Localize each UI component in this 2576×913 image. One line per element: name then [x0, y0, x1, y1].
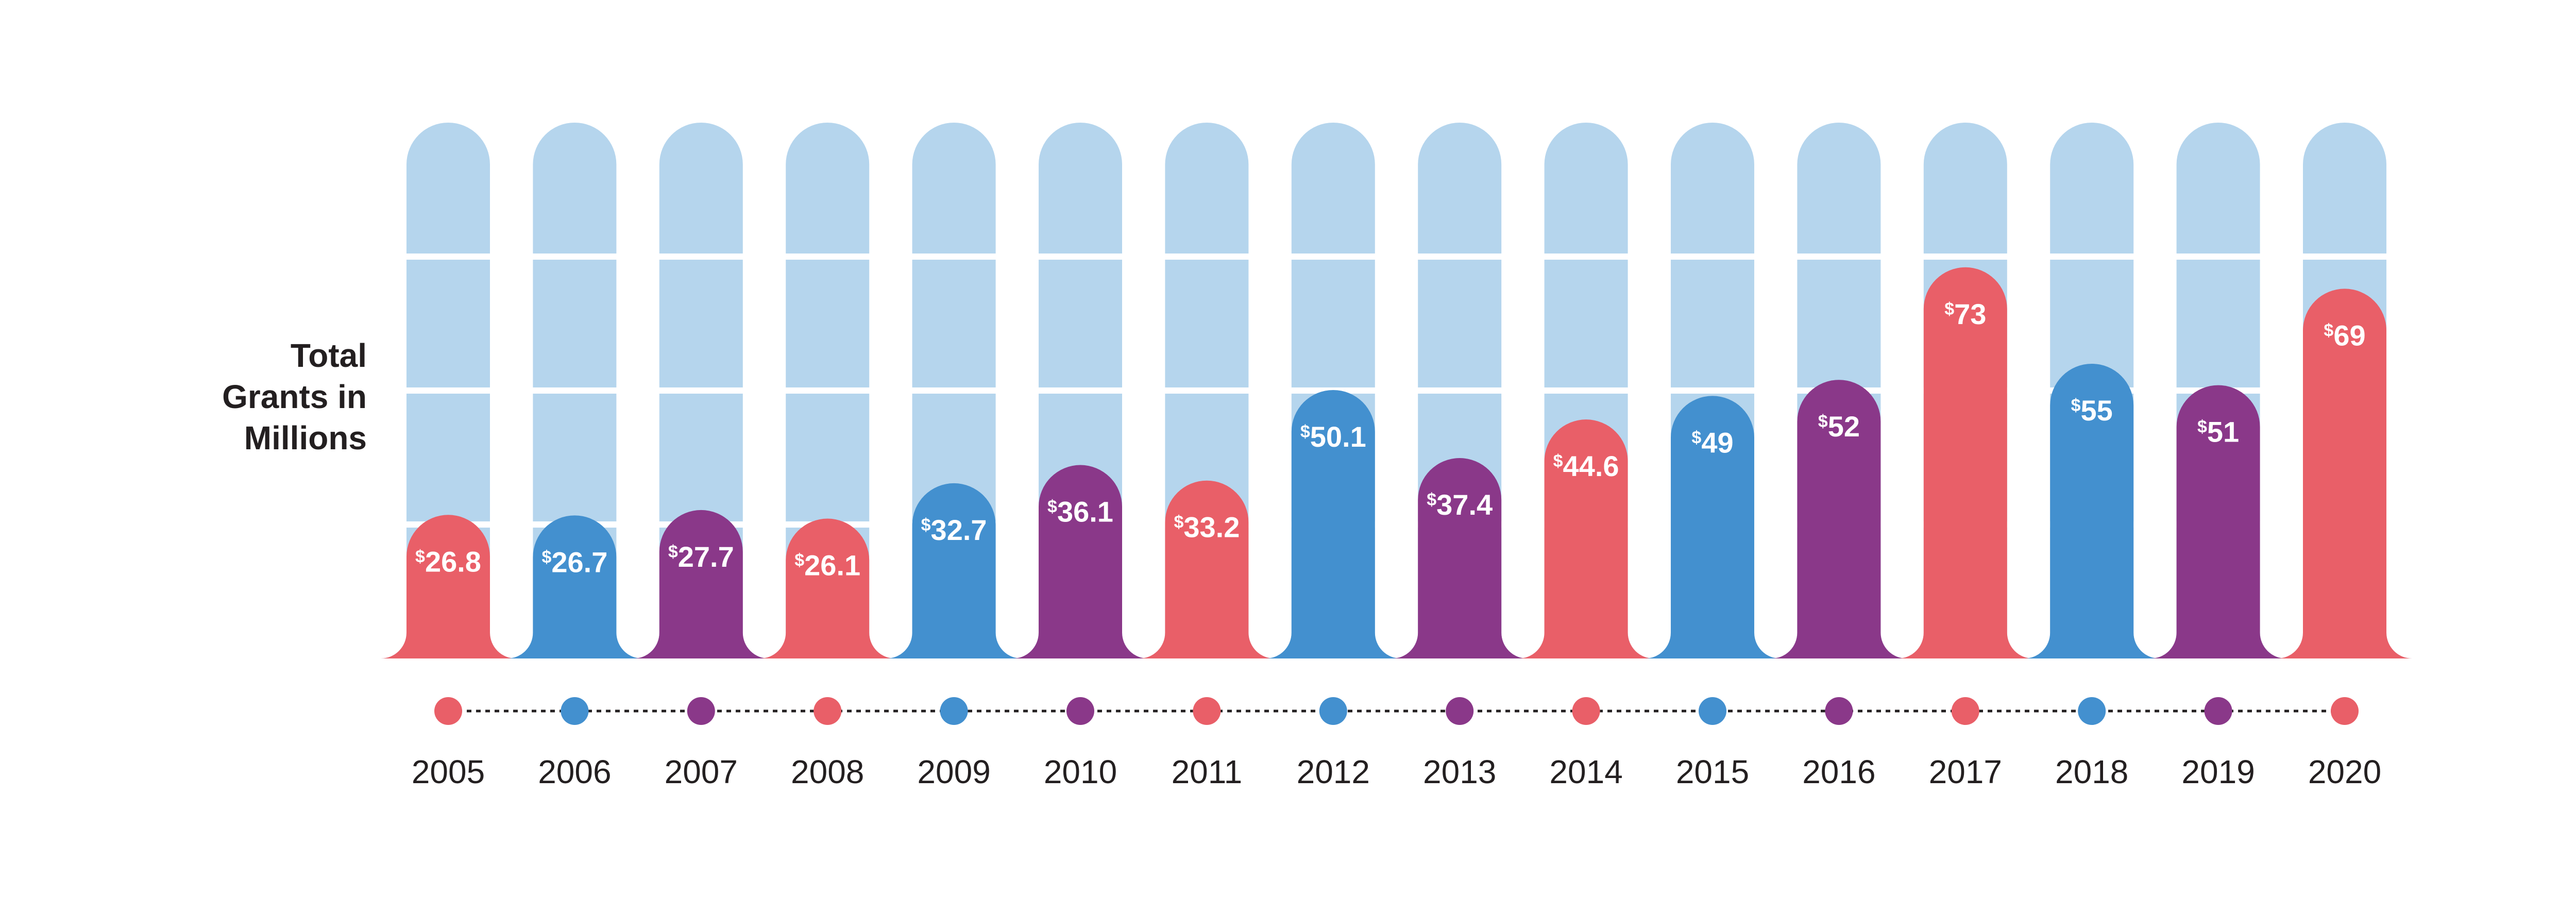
bar-2018	[2024, 363, 2160, 658]
timeline-dot-2012	[1319, 697, 1347, 725]
timeline-dot-2011	[1193, 697, 1221, 725]
bar-2015	[1645, 396, 1780, 658]
timeline-dot-2009	[940, 697, 968, 725]
bar-2006	[507, 515, 642, 658]
timeline-dot-2016	[1825, 697, 1853, 725]
value-label-2009: $32.7	[921, 514, 987, 546]
y-axis-label-line: Total	[291, 337, 367, 374]
year-label-2005: 2005	[412, 753, 485, 790]
bar-2013	[1392, 458, 1528, 658]
year-label-2019: 2019	[2181, 753, 2255, 790]
value-label-2005: $26.8	[415, 545, 481, 578]
timeline-dot-2013	[1446, 697, 1474, 725]
bar-2014	[1518, 419, 1654, 658]
value-label-2013: $37.4	[1427, 488, 1493, 521]
year-label-2016: 2016	[1802, 753, 1875, 790]
year-label-2008: 2008	[791, 753, 864, 790]
value-label-2015: $49	[1691, 426, 1733, 459]
year-label-2009: 2009	[917, 753, 990, 790]
y-axis-label-line: Millions	[244, 419, 367, 457]
year-label-2006: 2006	[538, 753, 611, 790]
timeline-dot-2005	[434, 697, 462, 725]
bar-2007	[633, 510, 769, 658]
y-axis-label: Total Grants in Millions	[222, 337, 367, 457]
year-label-2012: 2012	[1297, 753, 1370, 790]
year-label-2018: 2018	[2055, 753, 2128, 790]
value-label-2008: $26.1	[794, 549, 860, 582]
bar-2019	[2150, 385, 2286, 658]
year-label-2013: 2013	[1423, 753, 1496, 790]
bar-2009	[886, 483, 1022, 658]
value-label-2018: $55	[2071, 394, 2113, 427]
value-label-2011: $33.2	[1174, 511, 1240, 544]
timeline-dot-2017	[1951, 697, 1979, 725]
value-label-2012: $50.1	[1300, 420, 1366, 453]
year-label-2015: 2015	[1676, 753, 1749, 790]
year-label-2011: 2011	[1172, 753, 1243, 790]
bar-2020	[2277, 289, 2412, 658]
y-axis-label-line: Grants in	[222, 378, 367, 415]
value-label-2016: $52	[1818, 410, 1860, 443]
value-label-2019: $51	[2197, 416, 2239, 448]
bars	[381, 267, 2412, 658]
value-labels: $26.8 $26.7 $27.7 $26.1 $32.7 $36.1 $33.2 $50.1…	[415, 298, 2366, 582]
year-label-2017: 2017	[1929, 753, 2002, 790]
year-label-2010: 2010	[1044, 753, 1117, 790]
timeline-dot-2019	[2204, 697, 2232, 725]
year-label-2020: 2020	[2308, 753, 2381, 790]
year-labels: 2005 2006 2007 2008 2009 2010 2011 2012 2013 2014…	[412, 753, 2381, 790]
bar-2011	[1139, 480, 1275, 658]
timeline-dot-2014	[1572, 697, 1600, 725]
timeline-dot-2015	[1699, 697, 1726, 725]
value-label-2014: $44.6	[1553, 450, 1619, 482]
value-label-2017: $73	[1944, 298, 1986, 330]
bar-2012	[1265, 390, 1401, 658]
timeline-dot-2007	[687, 697, 715, 725]
year-label-2014: 2014	[1549, 753, 1622, 790]
value-label-2020: $69	[2324, 319, 2365, 351]
value-label-2007: $27.7	[668, 540, 734, 573]
timeline-dot-2006	[561, 697, 589, 725]
value-label-2006: $26.7	[541, 546, 607, 578]
bar-2010	[1013, 465, 1148, 658]
bar-2016	[1771, 380, 1907, 658]
timeline-dot-2020	[2331, 697, 2359, 725]
bar-2005	[381, 515, 516, 658]
bar-2008	[760, 518, 895, 658]
timeline-dot-2018	[2078, 697, 2106, 725]
year-label-2007: 2007	[665, 753, 738, 790]
value-label-2010: $36.1	[1047, 496, 1113, 528]
bar-2017	[1897, 267, 2033, 658]
timeline-dots	[434, 697, 2359, 725]
timeline-dot-2010	[1066, 697, 1094, 725]
timeline-dot-2008	[814, 697, 842, 725]
